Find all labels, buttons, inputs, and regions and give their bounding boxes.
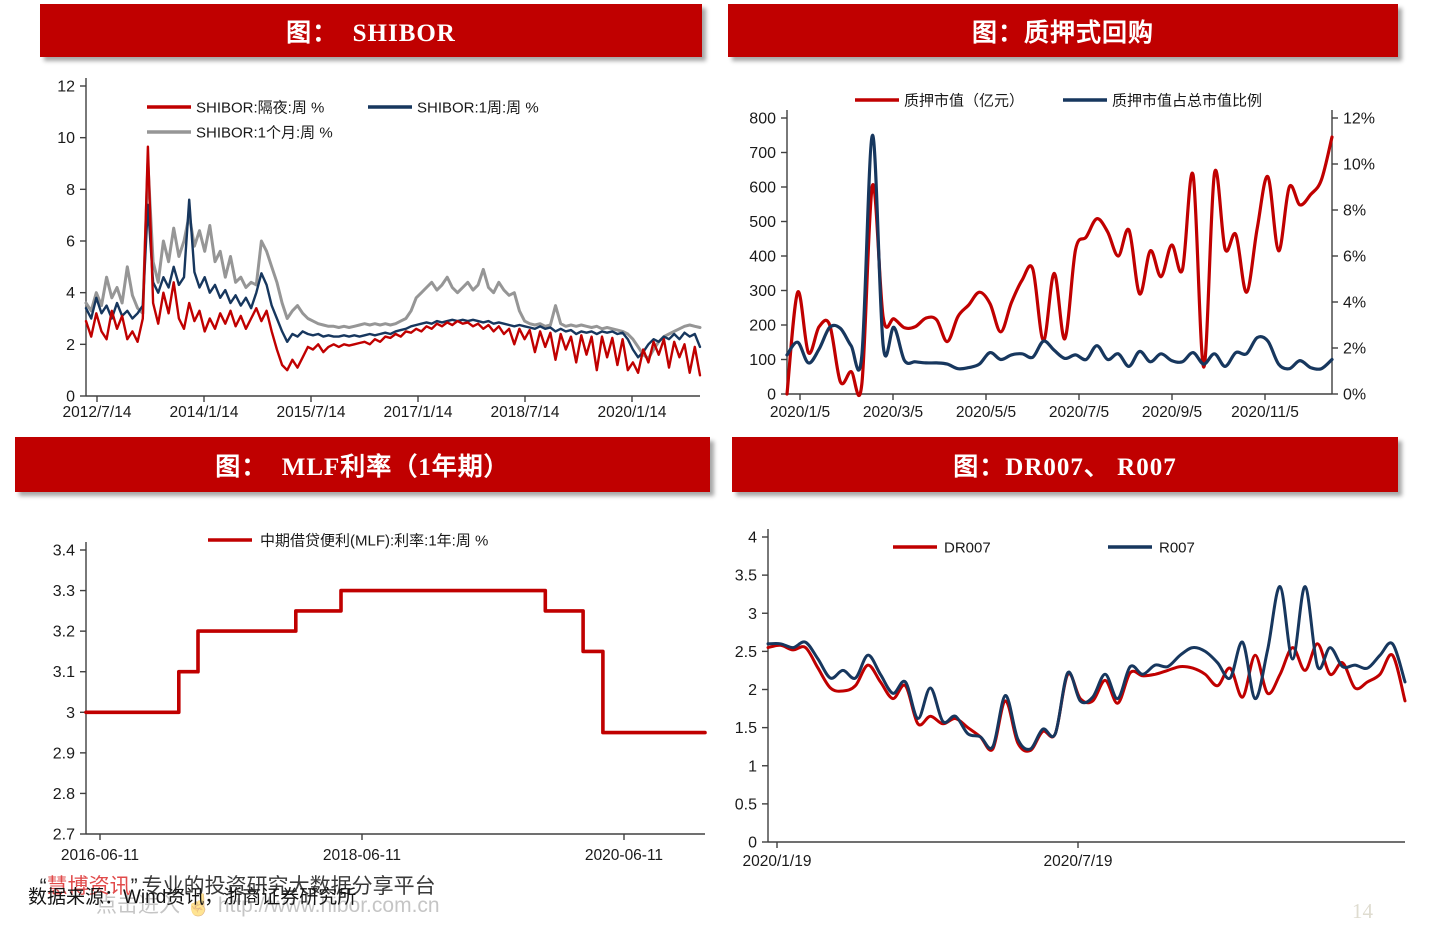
svg-text:R007: R007 [1159, 540, 1195, 557]
svg-text:4: 4 [748, 530, 757, 547]
brand-name: 慧博资讯 [46, 875, 131, 898]
svg-text:1: 1 [748, 758, 757, 775]
svg-text:700: 700 [749, 145, 776, 162]
watermark-brand-line: “慧博资讯” 专业的投资研究大数据分享平台 [28, 846, 436, 900]
svg-text:0: 0 [66, 389, 75, 406]
svg-text:2012/7/14: 2012/7/14 [63, 404, 132, 421]
svg-text:2018-06-11: 2018-06-11 [323, 847, 401, 864]
svg-text:4%: 4% [1343, 295, 1366, 312]
svg-text:0%: 0% [1343, 387, 1366, 404]
svg-text:100: 100 [749, 352, 776, 369]
svg-text:2.5: 2.5 [735, 644, 757, 661]
svg-text:3.3: 3.3 [53, 583, 75, 600]
svg-text:2015/7/14: 2015/7/14 [277, 404, 346, 421]
mlf-rate-chart: 3.4 3.3 3.2 3.1 3 2.9 2.8 2.7 2016-06-11 2018-06-… [53, 533, 707, 864]
svg-text:2020/3/5: 2020/3/5 [863, 404, 923, 421]
svg-text:SHIBOR:1个月:周 %: SHIBOR:1个月:周 % [196, 125, 333, 142]
hibor-watermark: 点击进入 ☝ http://www.hibor.com.cn [96, 894, 440, 917]
svg-text:12: 12 [57, 79, 75, 96]
pledged-repo-chart: 800 700 600 500 400 300 200 100 0 12% 10% 8% 6% 4% 2% 0… [749, 93, 1375, 422]
svg-text:2020/9/5: 2020/9/5 [1142, 404, 1202, 421]
svg-text:质押市值（亿元）: 质押市值（亿元） [904, 93, 1024, 110]
repo-title: 图：质押式回购 [971, 19, 1154, 47]
svg-text:3.4: 3.4 [53, 543, 75, 560]
svg-text:2016-06-11: 2016-06-11 [61, 847, 139, 864]
svg-text:400: 400 [749, 249, 776, 266]
svg-text:2020/5/5: 2020/5/5 [956, 404, 1016, 421]
svg-text:2: 2 [748, 682, 757, 699]
svg-text:10%: 10% [1343, 157, 1375, 174]
svg-text:2.8: 2.8 [53, 786, 75, 803]
svg-text:SHIBOR:隔夜:周 %: SHIBOR:隔夜:周 % [196, 100, 324, 117]
svg-text:3.5: 3.5 [735, 568, 757, 585]
svg-text:2%: 2% [1343, 341, 1366, 358]
svg-text:2020/1/5: 2020/1/5 [770, 404, 830, 421]
svg-text:2: 2 [66, 337, 75, 354]
svg-text:SHIBOR:1周:周 %: SHIBOR:1周:周 % [417, 100, 539, 117]
svg-text:8%: 8% [1343, 203, 1366, 220]
svg-text:800: 800 [749, 111, 776, 128]
svg-text:0: 0 [748, 835, 757, 852]
svg-text:300: 300 [749, 283, 776, 300]
svg-text:2020/11/5: 2020/11/5 [1231, 404, 1299, 421]
shibor-chart-series-0 [84, 145, 702, 377]
mlf-title-banner: 图： MLF利率（1年期） [15, 437, 710, 492]
svg-text:6%: 6% [1343, 249, 1366, 266]
shibor-chart-series-1 [84, 198, 702, 359]
svg-text:0: 0 [767, 387, 776, 404]
repo-title-banner: 图：质押式回购 [728, 4, 1398, 57]
shibor-title-banner: 图： SHIBOR [40, 4, 702, 57]
brand-tagline: 专业的投资研究大数据分享平台 [141, 875, 436, 898]
svg-text:质押市值占总市值比例: 质押市值占总市值比例 [1112, 93, 1262, 110]
brand-quote-open: “ [39, 875, 47, 898]
svg-text:8: 8 [66, 182, 75, 199]
svg-text:2020/1/14: 2020/1/14 [598, 404, 667, 421]
shibor-chart-series-2 [84, 162, 702, 360]
svg-text:200: 200 [749, 318, 776, 335]
svg-text:3: 3 [66, 705, 75, 722]
svg-text:3.2: 3.2 [53, 624, 75, 641]
dr007-title: 图：DR007、 R007 [953, 453, 1177, 481]
brand-quote-close: ” [130, 875, 138, 898]
svg-text:0.5: 0.5 [735, 796, 757, 813]
svg-text:12%: 12% [1343, 111, 1375, 128]
svg-text:2020-06-11: 2020-06-11 [585, 847, 663, 864]
page-number: 14 [1352, 899, 1373, 923]
dr007-title-banner: 图：DR007、 R007 [732, 437, 1398, 492]
svg-text:10: 10 [57, 130, 75, 147]
mlf-title: 图： MLF利率（1年期） [215, 453, 510, 481]
svg-text:4: 4 [66, 285, 75, 302]
svg-text:600: 600 [749, 180, 776, 197]
svg-text:2.9: 2.9 [53, 745, 75, 762]
svg-text:2020/1/19: 2020/1/19 [743, 853, 812, 870]
svg-text:3.1: 3.1 [53, 664, 75, 681]
svg-text:2018/7/14: 2018/7/14 [491, 404, 560, 421]
dr007-r007-chart-series-1 [766, 585, 1407, 751]
svg-text:500: 500 [749, 214, 776, 231]
svg-text:3: 3 [748, 606, 757, 623]
mlf-rate-chart-series-0 [84, 588, 707, 735]
svg-text:2014/1/14: 2014/1/14 [170, 404, 239, 421]
svg-text:中期借贷便利(MLF):利率:1年:周 %: 中期借贷便利(MLF):利率:1年:周 % [260, 533, 488, 550]
svg-text:DR007: DR007 [944, 540, 991, 557]
svg-text:2020/7/5: 2020/7/5 [1049, 404, 1109, 421]
svg-text:2.7: 2.7 [53, 827, 75, 844]
shibor-title: 图： SHIBOR [286, 19, 456, 47]
svg-text:2017/1/14: 2017/1/14 [384, 404, 453, 421]
data-source-line: 数据来源：Wind资讯，浙商证券研究所 [28, 887, 357, 908]
svg-text:6: 6 [66, 234, 75, 251]
pledged-repo-chart-series-0 [785, 135, 1334, 397]
svg-text:1.5: 1.5 [735, 720, 757, 737]
pledged-repo-chart-series-1 [785, 133, 1334, 372]
svg-text:2020/7/19: 2020/7/19 [1044, 853, 1113, 870]
